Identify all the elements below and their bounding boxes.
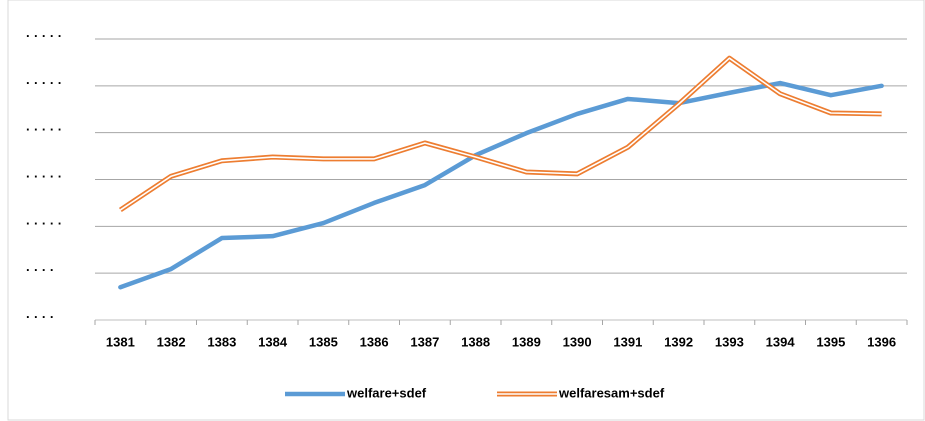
y-tick-label: · · · · ·	[26, 169, 62, 184]
x-tick-label: 1386	[360, 334, 389, 349]
chart-frame	[7, 0, 925, 421]
x-tick-label: 1390	[563, 334, 592, 349]
x-tick-label: 1392	[664, 334, 693, 349]
legend-label: welfaresam+sdef	[558, 385, 665, 400]
x-tick-label: 1396	[867, 334, 896, 349]
x-tick-label: 1385	[309, 334, 338, 349]
y-tick-label: · · · · ·	[26, 122, 62, 137]
x-tick-label: 1394	[766, 334, 796, 349]
x-tick-label: 1383	[207, 334, 236, 349]
x-tick-label: 1395	[816, 334, 845, 349]
x-tick-label: 1387	[410, 334, 439, 349]
x-tick-label: 1382	[157, 334, 186, 349]
y-tick-label: · · · ·	[26, 263, 54, 278]
series-line	[119, 57, 882, 211]
x-tick-label: 1381	[106, 334, 135, 349]
x-tick-label: 1388	[461, 334, 490, 349]
x-tick-label: 1384	[258, 334, 288, 349]
y-tick-label: · · · ·	[26, 309, 54, 324]
x-tick-label: 1391	[613, 334, 642, 349]
x-tick-label: 1389	[512, 334, 541, 349]
x-tick-label: 1393	[715, 334, 744, 349]
series-line	[118, 80, 884, 290]
y-tick-label: · · · · ·	[26, 75, 62, 90]
legend-label: welfare+sdef	[346, 385, 427, 400]
y-tick-label: · · · · ·	[26, 28, 62, 43]
y-tick-label: · · · · ·	[26, 216, 62, 231]
